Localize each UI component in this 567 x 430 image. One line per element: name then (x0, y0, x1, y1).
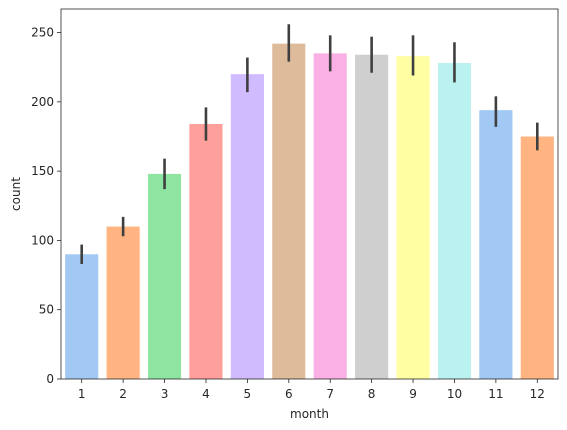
bar-month-2 (106, 226, 140, 379)
x-tick-label-9: 9 (409, 387, 417, 401)
x-tick-label-7: 7 (326, 387, 334, 401)
bars-group (65, 43, 554, 380)
plot-frame (60, 8, 559, 380)
bar-month-11 (479, 110, 513, 380)
bar-month-3 (147, 173, 182, 379)
x-tick-label-12: 12 (530, 387, 545, 401)
x-tick-label-3: 3 (161, 387, 169, 401)
y-axis: 0 50 100 150 200 250 (31, 26, 61, 386)
y-tick-label-50: 50 (39, 303, 54, 317)
y-tick-label-150: 150 (31, 164, 54, 178)
bar-month-8 (355, 54, 389, 379)
bar-month-7 (313, 53, 347, 379)
y-tick-label-0: 0 (46, 372, 54, 386)
y-tick-label-250: 250 (31, 26, 54, 40)
bar-month-5 (230, 74, 264, 379)
y-axis-label: count (9, 177, 23, 211)
bar-month-4 (189, 124, 223, 379)
x-tick-label-11: 11 (488, 387, 503, 401)
bar-month-10 (437, 63, 472, 379)
error-bars-group (80, 24, 539, 264)
bar-month-9 (396, 56, 430, 380)
y-tick-label-200: 200 (31, 95, 54, 109)
x-tick-label-5: 5 (244, 387, 252, 401)
x-axis: 1 2 3 4 5 6 7 8 9 10 11 12 (78, 379, 545, 401)
x-tick-label-4: 4 (202, 387, 210, 401)
y-tick-label-100: 100 (31, 233, 54, 247)
bar-month-6 (272, 43, 306, 379)
x-tick-label-10: 10 (447, 387, 462, 401)
bar-month-12 (520, 136, 554, 379)
x-axis-label: month (290, 407, 329, 421)
x-tick-label-8: 8 (368, 387, 376, 401)
x-tick-label-1: 1 (78, 387, 86, 401)
x-tick-label-2: 2 (119, 387, 127, 401)
x-tick-label-6: 6 (285, 387, 293, 401)
bar-month-1 (65, 254, 99, 379)
